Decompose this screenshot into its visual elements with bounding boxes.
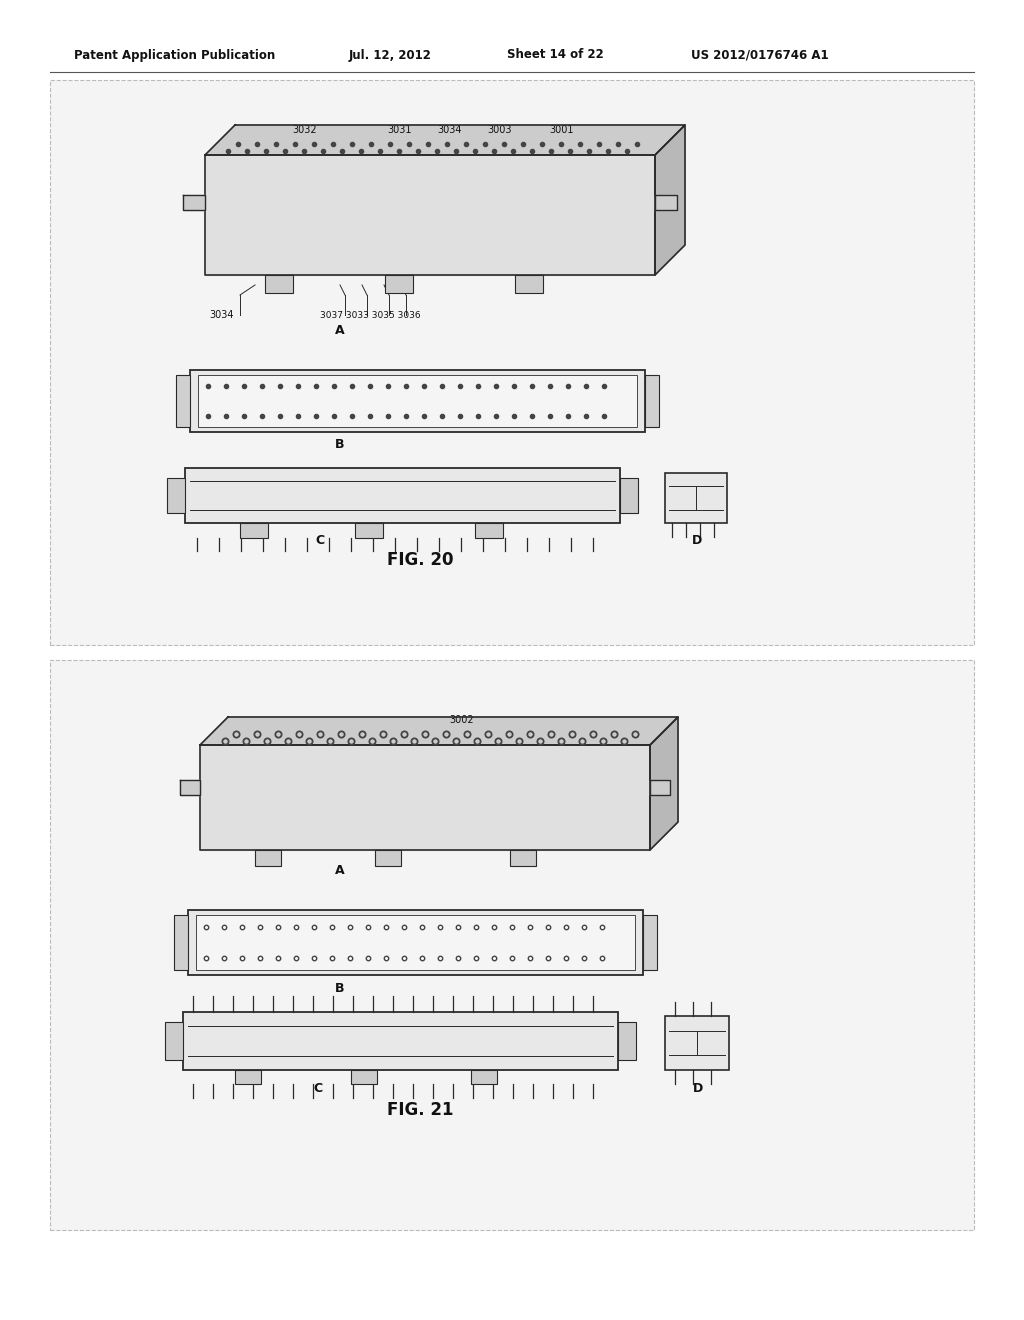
Bar [234, 1071, 261, 1084]
Bar [196, 915, 635, 970]
Text: 3037 3033 3035 3036: 3037 3033 3035 3036 [319, 310, 420, 319]
Bar [50, 660, 974, 1230]
Bar [515, 275, 543, 293]
Bar [185, 469, 620, 523]
Bar [190, 370, 645, 432]
Text: A: A [335, 323, 345, 337]
Bar [620, 478, 638, 513]
Polygon shape [205, 125, 685, 154]
Text: 3002: 3002 [450, 715, 474, 725]
Polygon shape [180, 780, 200, 795]
Polygon shape [655, 195, 677, 210]
Text: 3001: 3001 [550, 125, 574, 135]
Text: 3034: 3034 [210, 310, 234, 319]
Text: D: D [693, 1081, 703, 1094]
Bar [255, 850, 281, 866]
Text: 3032: 3032 [293, 125, 317, 135]
Polygon shape [650, 780, 670, 795]
Polygon shape [200, 717, 678, 744]
Bar [183, 1012, 618, 1071]
Text: FIG. 20: FIG. 20 [387, 550, 454, 569]
Text: Patent Application Publication: Patent Application Publication [75, 49, 275, 62]
Bar [385, 275, 413, 293]
Bar [475, 523, 503, 539]
Bar [240, 523, 268, 539]
Bar [198, 375, 637, 426]
Text: A: A [335, 863, 345, 876]
Polygon shape [183, 195, 205, 210]
Bar [375, 850, 401, 866]
Bar [355, 523, 383, 539]
Bar [665, 1016, 729, 1071]
Bar [165, 1022, 183, 1060]
Bar [265, 275, 293, 293]
Text: 3003: 3003 [487, 125, 512, 135]
Polygon shape [650, 717, 678, 850]
Text: D: D [692, 533, 702, 546]
Bar [351, 1071, 377, 1084]
Text: C: C [313, 1081, 323, 1094]
Bar [50, 81, 974, 645]
Bar [176, 375, 190, 426]
Bar [188, 909, 643, 975]
Bar [618, 1022, 636, 1060]
Text: FIG. 21: FIG. 21 [387, 1101, 454, 1119]
Text: Sheet 14 of 22: Sheet 14 of 22 [507, 49, 603, 62]
Bar [510, 850, 536, 866]
Text: B: B [335, 982, 345, 994]
Text: B: B [335, 438, 345, 451]
Polygon shape [205, 154, 655, 275]
Text: Jul. 12, 2012: Jul. 12, 2012 [348, 49, 431, 62]
Bar [665, 473, 727, 523]
Text: US 2012/0176746 A1: US 2012/0176746 A1 [691, 49, 828, 62]
Text: C: C [315, 533, 325, 546]
Polygon shape [200, 744, 650, 850]
Bar [174, 915, 188, 970]
Bar [643, 915, 657, 970]
Bar [167, 478, 185, 513]
Polygon shape [655, 125, 685, 275]
Bar [471, 1071, 497, 1084]
Text: 3034: 3034 [437, 125, 462, 135]
Text: 3031: 3031 [388, 125, 413, 135]
Bar [645, 375, 659, 426]
